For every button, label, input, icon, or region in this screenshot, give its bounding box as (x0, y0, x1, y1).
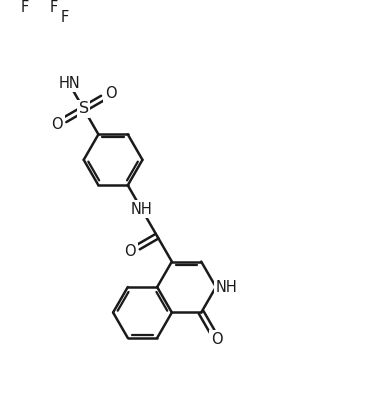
Text: O: O (211, 332, 222, 347)
Text: NH: NH (216, 280, 238, 295)
Text: NH: NH (131, 202, 152, 217)
Text: O: O (124, 244, 136, 259)
Text: O: O (51, 117, 63, 132)
Text: HN: HN (58, 76, 80, 91)
Text: S: S (79, 101, 89, 116)
Text: O: O (105, 86, 116, 101)
Text: F: F (61, 10, 69, 25)
Text: F: F (21, 0, 29, 15)
Text: F: F (50, 0, 58, 15)
